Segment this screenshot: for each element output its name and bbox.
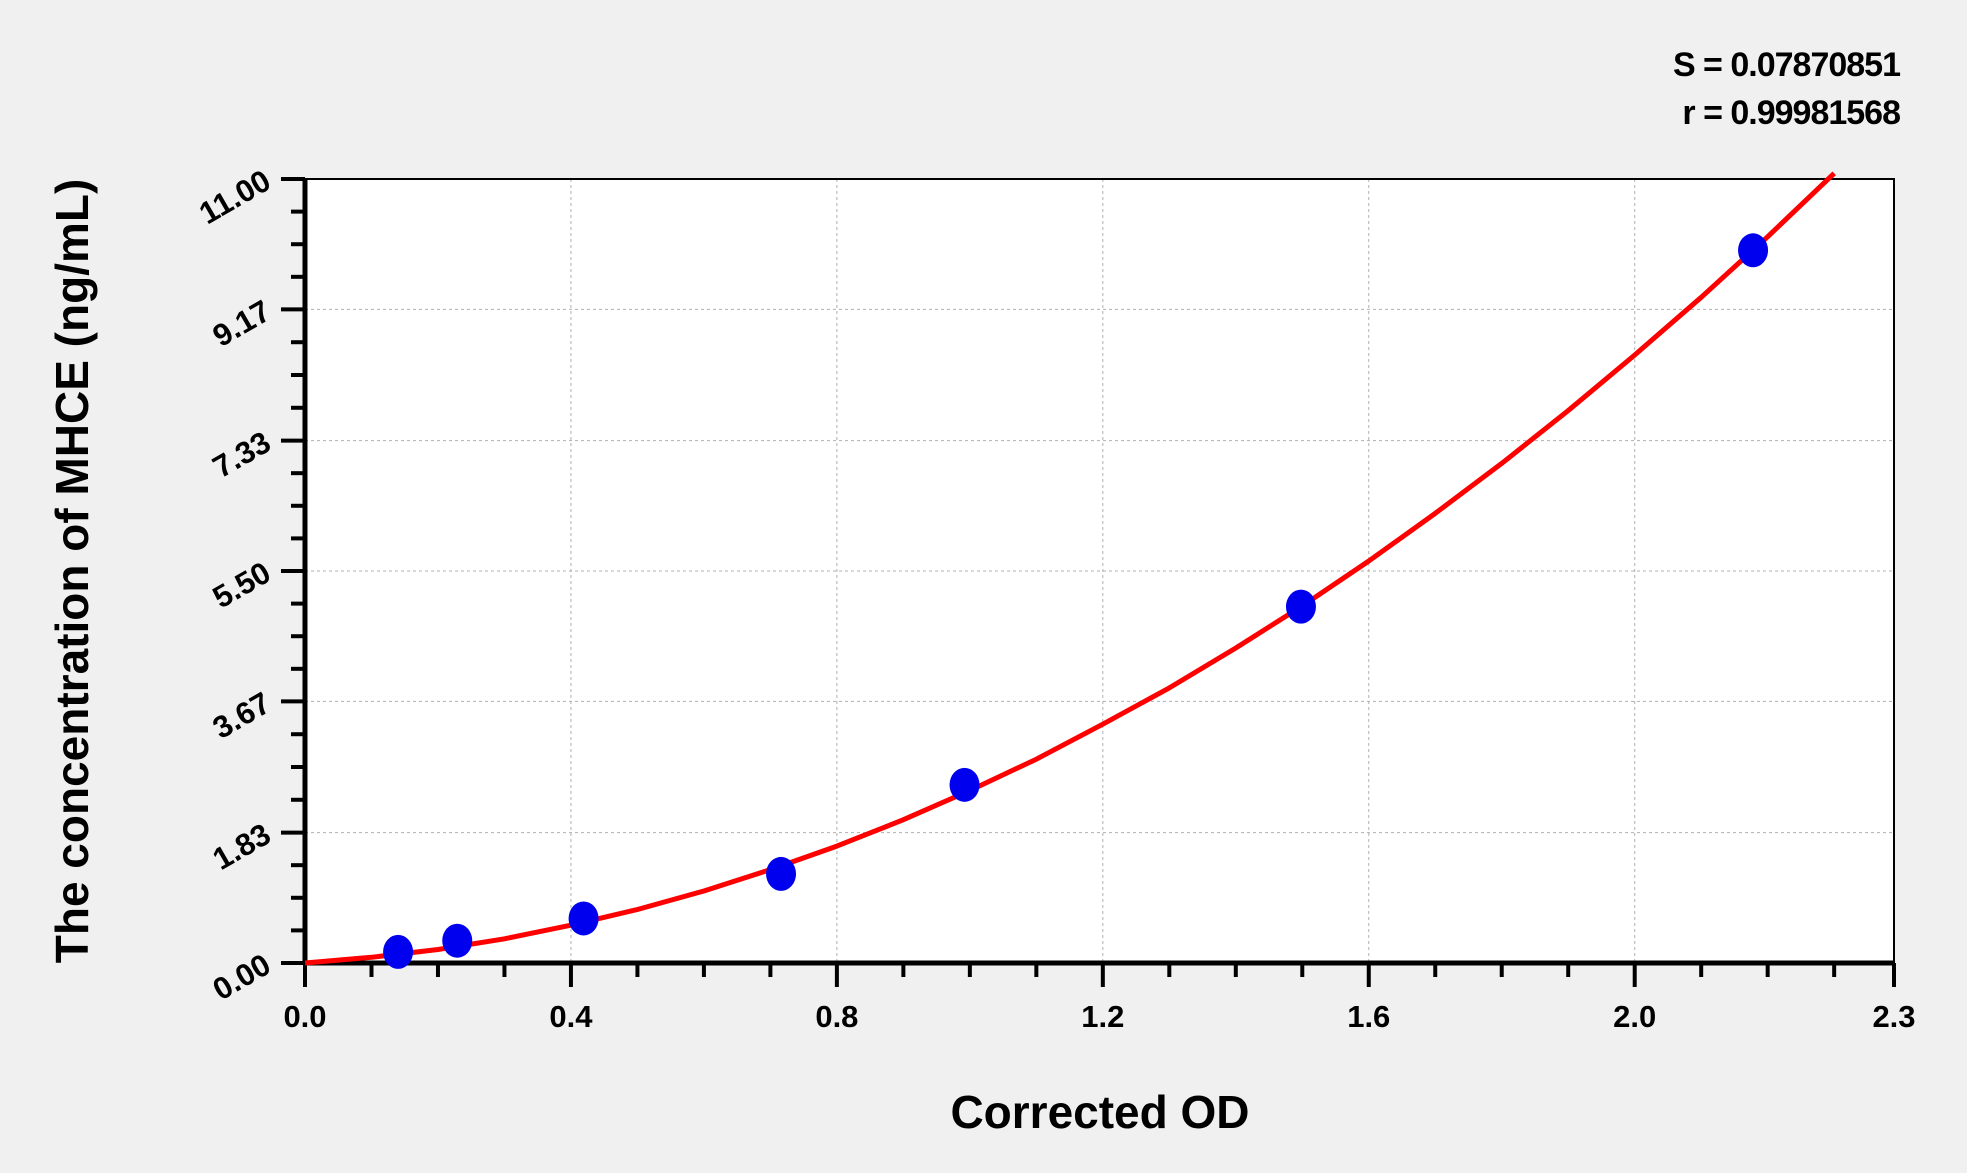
x-tick-label: 0.8 <box>815 999 858 1034</box>
x-tick-label: 2.0 <box>1613 999 1656 1034</box>
y-tick-label: 1.83 <box>207 816 277 876</box>
x-tick-label: 1.6 <box>1347 999 1390 1034</box>
y-axis-title: The concentration of MHCE (ng/mL) <box>46 179 98 964</box>
y-tick-label: 3.67 <box>207 685 277 745</box>
stat-s: S = 0.07870851 <box>1673 46 1900 84</box>
y-tick-labels: 0.00 1.83 3.67 5.50 7.33 9.17 11.00 <box>193 163 276 1007</box>
data-point <box>949 767 980 802</box>
data-point <box>568 901 599 936</box>
y-tick-label: 7.33 <box>207 424 277 484</box>
axes <box>281 177 1896 987</box>
fit-curve-layer <box>304 171 1836 966</box>
x-tick-labels: 0.0 0.4 0.8 1.2 1.6 2.0 2.3 <box>283 999 1915 1034</box>
data-point <box>442 923 473 958</box>
y-tick-label: 5.50 <box>207 555 277 615</box>
fit-curve <box>304 171 1836 966</box>
y-tick-label: 9.17 <box>207 293 277 353</box>
grid-lines <box>305 179 1894 963</box>
x-tick-label: 1.2 <box>1081 999 1124 1034</box>
x-tick-label: 2.3 <box>1872 999 1915 1034</box>
data-points-layer <box>383 233 1769 969</box>
x-tick-label: 0.4 <box>549 999 593 1034</box>
y-tick-label: 0.00 <box>207 947 277 1007</box>
y-tick-label: 11.00 <box>193 163 276 231</box>
data-point <box>1285 589 1316 624</box>
data-point <box>1738 233 1769 268</box>
data-point <box>383 934 414 969</box>
data-point <box>766 856 797 891</box>
stat-r: r = 0.99981568 <box>1682 94 1900 132</box>
x-axis-title: Corrected OD <box>950 1086 1249 1138</box>
x-tick-label: 0.0 <box>283 999 326 1034</box>
